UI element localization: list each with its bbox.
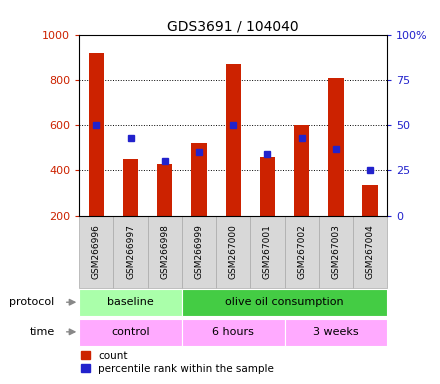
Text: control: control (111, 327, 150, 337)
Text: baseline: baseline (107, 297, 154, 307)
FancyBboxPatch shape (353, 215, 387, 288)
Bar (363, 185, 378, 215)
Text: 6 hours: 6 hours (212, 327, 254, 337)
FancyBboxPatch shape (216, 215, 250, 288)
FancyBboxPatch shape (182, 319, 285, 346)
FancyBboxPatch shape (79, 290, 182, 316)
Text: 3 weeks: 3 weeks (313, 327, 359, 337)
FancyBboxPatch shape (79, 319, 182, 346)
Bar (157, 164, 172, 215)
Text: time: time (29, 327, 55, 337)
Bar (88, 53, 104, 215)
Bar (191, 143, 207, 215)
FancyBboxPatch shape (114, 215, 148, 288)
Bar (123, 159, 138, 215)
FancyBboxPatch shape (182, 290, 387, 316)
Text: GSM266997: GSM266997 (126, 224, 135, 279)
FancyBboxPatch shape (148, 215, 182, 288)
Text: GSM266998: GSM266998 (160, 224, 169, 279)
Bar (260, 157, 275, 215)
Legend: count, percentile rank within the sample: count, percentile rank within the sample (81, 351, 274, 374)
FancyBboxPatch shape (79, 215, 114, 288)
Text: protocol: protocol (9, 297, 55, 307)
FancyBboxPatch shape (319, 215, 353, 288)
Text: GSM266999: GSM266999 (194, 224, 203, 279)
Bar (294, 125, 309, 215)
Text: GSM267000: GSM267000 (229, 224, 238, 279)
Bar (328, 78, 344, 215)
Text: GSM267001: GSM267001 (263, 224, 272, 279)
Text: GSM267004: GSM267004 (366, 224, 374, 279)
Text: olive oil consumption: olive oil consumption (225, 297, 344, 307)
Text: GSM267003: GSM267003 (331, 224, 341, 279)
Text: GSM266996: GSM266996 (92, 224, 101, 279)
FancyBboxPatch shape (285, 215, 319, 288)
FancyBboxPatch shape (250, 215, 285, 288)
FancyBboxPatch shape (182, 215, 216, 288)
Bar (225, 64, 241, 215)
Title: GDS3691 / 104040: GDS3691 / 104040 (167, 20, 299, 33)
Text: GSM267002: GSM267002 (297, 224, 306, 279)
FancyBboxPatch shape (285, 319, 387, 346)
